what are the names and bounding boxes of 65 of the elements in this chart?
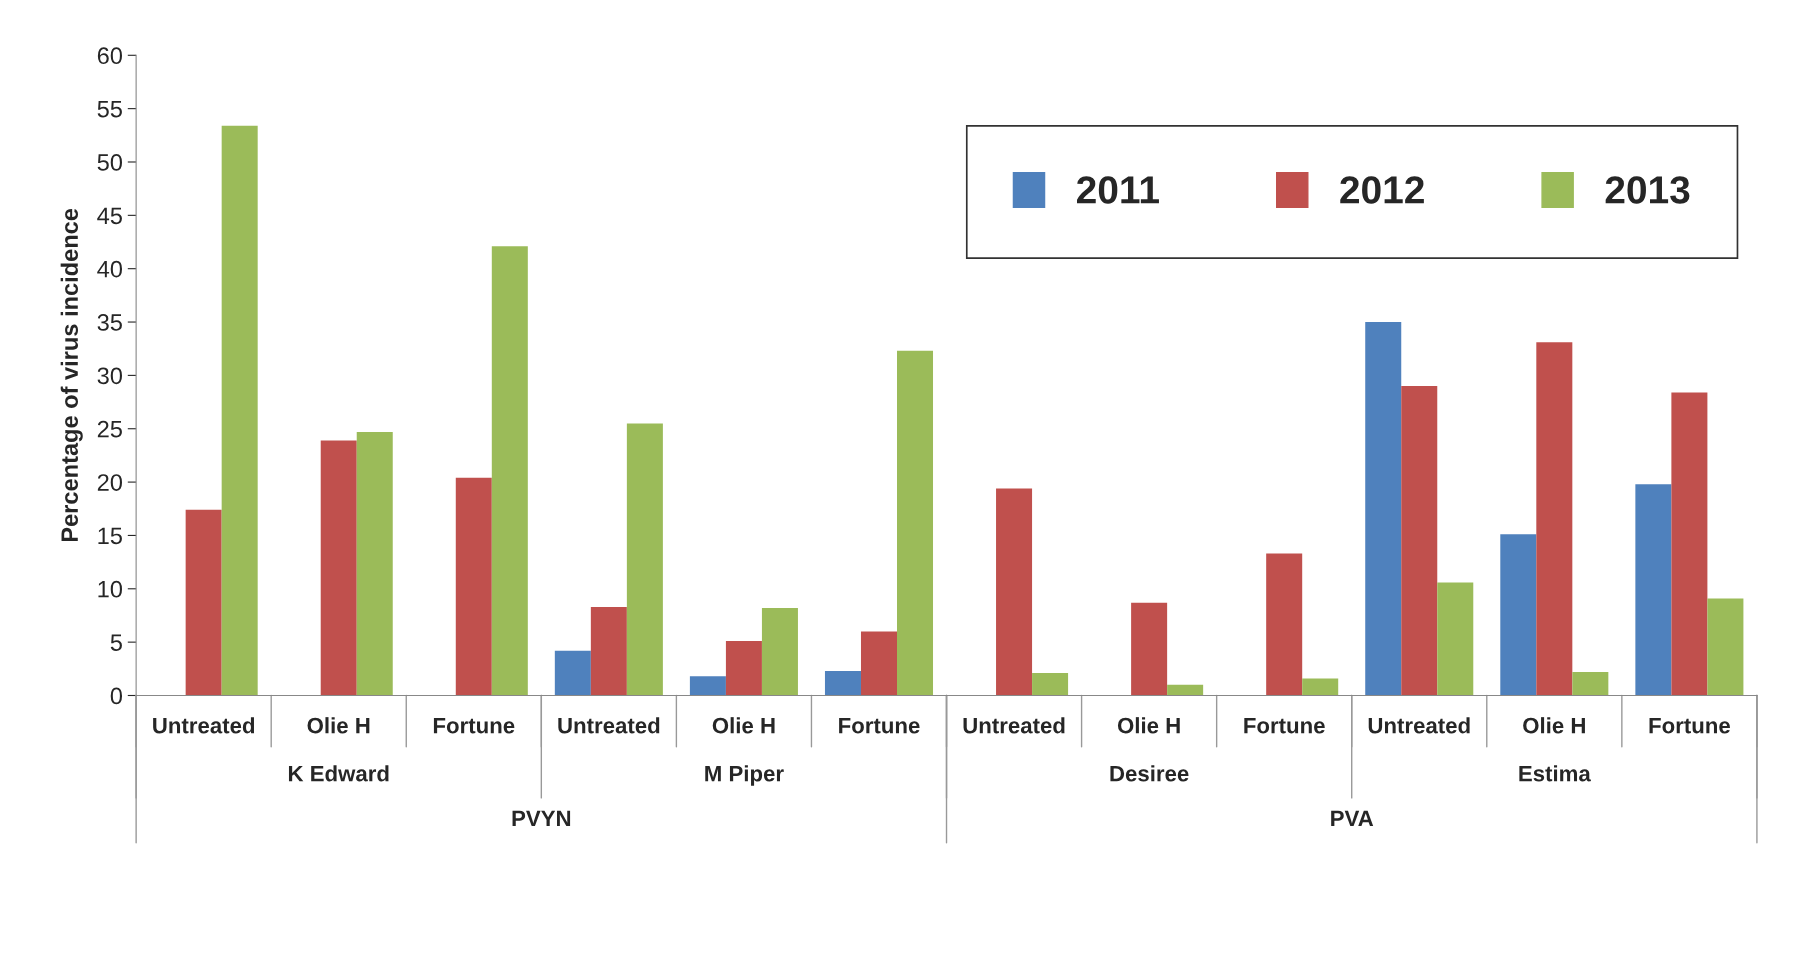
- y-axis-title: Percentage of virus incidence: [60, 208, 83, 542]
- bar: [455, 477, 492, 696]
- bar: [1266, 553, 1303, 696]
- text: PVA: [1331, 810, 1374, 827]
- x-tick-label: Fortune: [433, 717, 515, 734]
- bar: [1572, 672, 1609, 696]
- y-tick-label: 45: [97, 207, 122, 225]
- y-tick-label: 55: [97, 100, 122, 118]
- y-tick-label: 35: [97, 314, 122, 331]
- bar: [897, 350, 934, 696]
- x-tick-label: Fortune: [1649, 717, 1730, 734]
- bar: [1365, 322, 1402, 696]
- text: Estima: [1519, 765, 1591, 782]
- y-tick-label: 20: [97, 474, 123, 491]
- y-tick-label: 25: [97, 420, 122, 438]
- bar: [725, 641, 762, 696]
- bar: [1401, 386, 1438, 696]
- y-tick-label: 50: [97, 154, 123, 171]
- x-tick-label: Untreated: [1368, 717, 1470, 734]
- y-tick-label: 15: [98, 527, 122, 545]
- text: Desiree: [1110, 765, 1189, 782]
- bar: [320, 440, 357, 696]
- legend-label: 2011: [1077, 176, 1159, 204]
- bar: [860, 631, 897, 696]
- bar: [1707, 598, 1744, 696]
- y-tick-label: 10: [98, 580, 123, 598]
- bar: [1635, 484, 1672, 696]
- text: PVYN: [512, 810, 571, 827]
- x-tick-label: Untreated: [558, 717, 660, 734]
- x-tick-label: Olie H: [1523, 717, 1585, 734]
- x-tick-label: Fortune: [1244, 717, 1325, 734]
- bar: [185, 509, 222, 696]
- y-tick-label: 5: [110, 634, 122, 651]
- bar: [1131, 602, 1168, 696]
- bar: [824, 670, 861, 696]
- x-tick-label: Untreated: [963, 717, 1065, 734]
- bar: [356, 431, 393, 696]
- bar: [1536, 342, 1573, 696]
- bar: [221, 125, 258, 696]
- bar: [761, 608, 798, 696]
- y-tick-label: 30: [97, 367, 123, 385]
- legend-label: 2013: [1605, 176, 1690, 204]
- legend-label: 2012: [1340, 176, 1424, 204]
- bar: [689, 676, 726, 696]
- x-tick-label: Olie H: [307, 717, 370, 734]
- bar: [1500, 534, 1537, 696]
- x-tick-label: Untreated: [153, 717, 255, 734]
- y-tick-label: 60: [97, 47, 123, 65]
- bar: [1437, 582, 1474, 696]
- text: K Edward: [288, 765, 389, 782]
- x-tick-label: Olie H: [712, 717, 775, 734]
- y-tick-label: 0: [110, 687, 123, 705]
- bar: [996, 488, 1033, 696]
- bar: [590, 606, 627, 696]
- bar: [491, 246, 528, 696]
- bar: [1302, 678, 1339, 696]
- bar: [554, 650, 591, 696]
- x-tick-label: Olie H: [1117, 717, 1180, 734]
- text: M Piper: [705, 765, 784, 786]
- x-tick-label: Fortune: [839, 717, 920, 734]
- bar: [1032, 673, 1069, 696]
- bar: [1671, 392, 1708, 696]
- y-tick-label: 40: [97, 260, 123, 278]
- bar: [626, 423, 663, 696]
- bar: [1167, 684, 1204, 696]
